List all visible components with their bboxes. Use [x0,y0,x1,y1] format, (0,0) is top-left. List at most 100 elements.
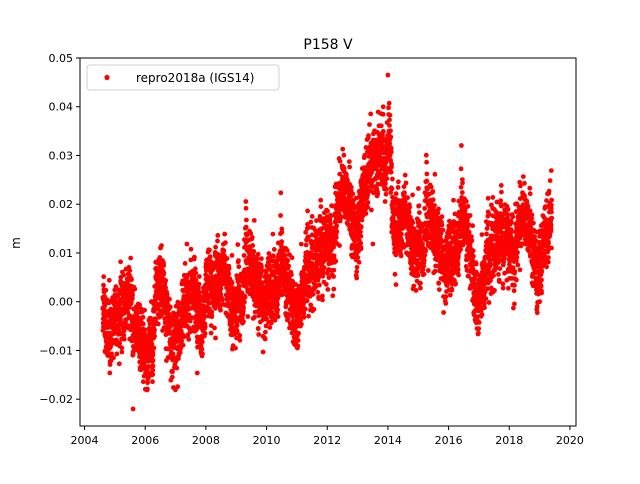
data-point [428,184,434,190]
data-point [358,229,363,235]
data-point [308,219,314,225]
data-point [264,316,269,321]
data-point [202,314,208,320]
data-point [386,100,392,106]
data-point [405,195,410,201]
data-point [340,146,346,152]
data-point [196,281,202,287]
data-point [359,217,365,223]
data-point [399,231,404,237]
data-point [402,172,408,178]
data-point [432,171,438,177]
data-point [520,174,526,180]
data-point [346,159,352,165]
data-point [222,231,228,237]
data-point [306,313,311,319]
data-point [101,274,107,280]
data-point [411,283,417,289]
data-point [316,275,321,281]
data-point [223,240,228,246]
data-point [236,284,242,289]
data-point [309,214,315,219]
data-point [241,305,247,311]
data-point [476,320,482,325]
data-point [146,374,152,380]
data-point [458,247,463,252]
data-point [167,296,172,302]
data-point [279,226,285,232]
data-point [456,272,461,278]
data-point [192,254,197,260]
data-point [164,291,170,297]
data-point [443,294,449,300]
data-point [299,321,304,327]
data-point [140,314,146,320]
data-point [202,331,208,336]
data-point [490,195,496,200]
data-point [334,229,340,235]
data-point [469,238,475,243]
data-point [128,255,134,261]
data-point [126,312,132,318]
data-point [345,177,350,183]
data-point [255,251,261,257]
data-point [242,299,247,305]
data-point [251,249,257,254]
data-point [416,203,422,209]
data-point [282,252,288,258]
data-point [415,273,421,278]
data-point [485,195,491,201]
data-point [121,332,127,338]
data-point [192,266,198,272]
data-point [418,280,423,286]
data-point [511,288,517,294]
data-point [140,379,146,385]
data-point [465,203,471,209]
data-point [455,261,461,267]
data-point [304,298,310,304]
data-point [422,252,428,258]
data-point [229,253,235,258]
data-point [512,269,518,274]
data-point [420,241,425,247]
data-point [522,180,527,186]
data-point [170,351,176,357]
data-point [102,301,108,307]
data-point [423,152,429,158]
data-point [386,105,391,111]
data-point [234,323,240,328]
data-point [424,171,430,177]
data-point [163,285,169,291]
data-point [254,256,260,262]
data-point [170,369,175,375]
data-point [367,122,372,127]
data-point [250,243,256,248]
data-point [213,244,219,250]
data-point [152,308,157,314]
data-point [460,180,465,186]
data-point [451,197,456,203]
data-point [455,266,461,272]
data-point [186,337,192,342]
data-point [279,229,285,235]
data-point [234,329,240,335]
data-point [235,242,241,248]
data-point [416,186,421,191]
data-point [140,321,146,327]
data-point [256,332,262,337]
data-point [508,227,514,233]
data-point [114,337,119,343]
data-point [259,256,264,262]
data-point [479,312,485,318]
data-point [179,338,185,344]
data-point [486,300,492,305]
data-point [132,286,138,292]
data-point [354,269,360,275]
data-point [207,247,212,253]
data-point [297,314,302,319]
data-point [432,268,438,274]
data-point [130,296,135,302]
data-point [435,210,441,216]
data-point [237,337,243,343]
data-point [152,333,158,339]
